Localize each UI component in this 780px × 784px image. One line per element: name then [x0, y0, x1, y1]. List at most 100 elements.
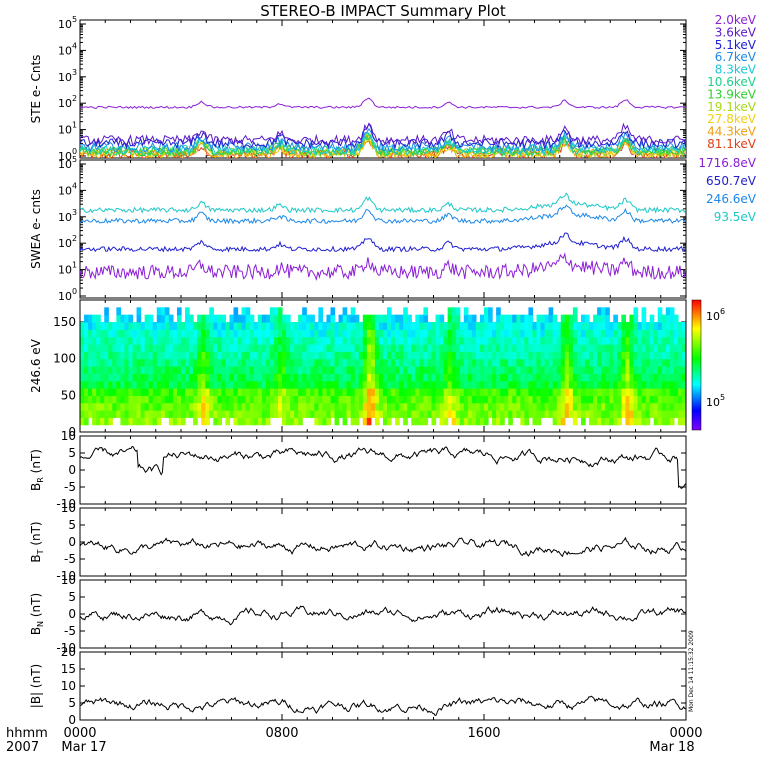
heatmap-cell [484, 351, 489, 360]
heatmap-cell [403, 373, 408, 382]
heatmap-cell [338, 366, 344, 374]
heatmap-cell [403, 351, 408, 360]
y-tick-label: 5 [68, 696, 76, 710]
heatmap-cell [128, 366, 134, 374]
heatmap-cell [605, 373, 610, 382]
heatmap-cell [524, 314, 530, 323]
heatmap-cell [96, 373, 101, 382]
heatmap-cell [463, 358, 469, 367]
heatmap-cell [213, 336, 218, 345]
heatmap-cell [391, 373, 396, 382]
heatmap-cell [306, 380, 311, 389]
heatmap-cell [298, 380, 303, 389]
heatmap-cell [653, 388, 659, 396]
heatmap-cell [350, 380, 356, 389]
heatmap-cell [261, 366, 267, 374]
heatmap-cell [496, 417, 501, 426]
heatmap-cell [273, 410, 279, 418]
heatmap-cell [508, 314, 513, 323]
heatmap-cell [621, 314, 626, 323]
heatmap-cell [378, 373, 384, 382]
heatmap-cell [282, 410, 287, 418]
heatmap-cell [629, 344, 635, 352]
heatmap-cell [463, 380, 469, 389]
heatmap-cell [273, 329, 279, 338]
heatmap-cell [374, 351, 380, 360]
end-date-label: Mar 18 [649, 740, 694, 755]
heatmap-cell [362, 314, 368, 323]
heatmap-cell [100, 344, 105, 352]
heatmap-cell [330, 410, 336, 418]
heatmap-cell [395, 351, 400, 360]
heatmap-cell [318, 373, 323, 382]
heatmap-cell [185, 351, 190, 360]
heatmap-cell [152, 358, 158, 367]
heatmap-cell [552, 366, 558, 374]
heatmap-cell [362, 402, 368, 411]
heatmap-cell [484, 307, 489, 316]
heatmap-cell [645, 336, 651, 345]
heatmap-cell [322, 322, 328, 330]
heatmap-cell [253, 380, 259, 389]
heatmap-cell [391, 358, 396, 367]
heatmap-cell [613, 410, 618, 418]
heatmap-cell [189, 336, 194, 345]
heatmap-cell [629, 366, 635, 374]
heatmap-cell [439, 336, 445, 345]
heatmap-cell [649, 344, 655, 352]
heatmap-cell [189, 344, 194, 352]
heatmap-cell [370, 329, 376, 338]
heatmap-cell [508, 366, 513, 374]
heatmap-cell [209, 358, 214, 367]
heatmap-cell [350, 336, 356, 345]
heatmap-cell [673, 336, 679, 345]
heatmap-cell [350, 329, 356, 338]
heatmap-cell [265, 344, 271, 352]
heatmap-cell [463, 373, 469, 382]
heatmap-cell [84, 322, 89, 330]
heatmap-cell [504, 366, 509, 374]
heatmap-cell [669, 410, 675, 418]
heatmap-cell [657, 344, 663, 352]
heatmap-cell [435, 351, 441, 360]
heatmap-cell [407, 373, 412, 382]
heatmap-cell [669, 388, 675, 396]
heatmap-cell [193, 329, 198, 338]
heatmap-cell [661, 373, 667, 382]
heatmap-cell [455, 402, 461, 411]
heatmap-cell [467, 380, 473, 389]
heatmap-cell [265, 336, 271, 345]
heatmap-cell [419, 373, 424, 382]
heatmap-cell [148, 329, 154, 338]
heatmap-cell [641, 373, 647, 382]
heatmap-cell [532, 395, 538, 404]
heatmap-cell [120, 395, 126, 404]
heatmap-cell [589, 417, 594, 426]
y-tick-label: 50 [61, 388, 76, 402]
heatmap-cell [326, 351, 332, 360]
heatmap-cell [560, 402, 566, 411]
heatmap-cell [572, 329, 578, 338]
heatmap-cell [601, 307, 606, 316]
heatmap-cell [249, 388, 255, 396]
heatmap-cell [601, 395, 606, 404]
heatmap-cell [116, 410, 121, 418]
heatmap-cell [370, 351, 376, 360]
heatmap-cell [201, 373, 206, 382]
heatmap-cell [496, 336, 501, 345]
year-label: 2007 [6, 740, 39, 755]
heatmap-cell [415, 329, 420, 338]
heatmap-cell [637, 366, 643, 374]
heatmap-cell [467, 373, 473, 382]
heatmap-cell [641, 410, 647, 418]
heatmap-cell [318, 380, 323, 389]
y-tick-label: 10 [58, 18, 72, 31]
heatmap-cell [197, 358, 202, 367]
heatmap-cell [124, 336, 130, 345]
heatmap-cell [128, 395, 134, 404]
heatmap-cell [544, 395, 550, 404]
heatmap-cell [197, 351, 202, 360]
heatmap-cell [185, 388, 190, 396]
heatmap-cell [504, 329, 509, 338]
bt-ylabel: BT (nT) [29, 521, 45, 562]
